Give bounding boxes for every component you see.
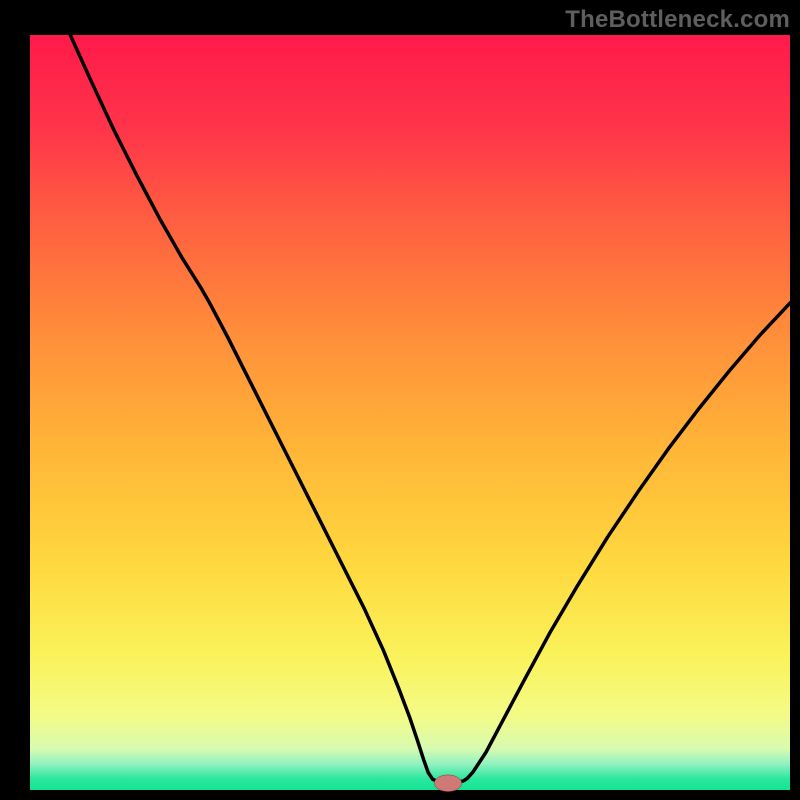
- watermark-text: TheBottleneck.com: [565, 6, 790, 34]
- optimal-marker: [434, 775, 461, 792]
- plot-background: [30, 35, 790, 790]
- bottleneck-chart: [0, 0, 800, 800]
- chart-stage: TheBottleneck.com: [0, 0, 800, 800]
